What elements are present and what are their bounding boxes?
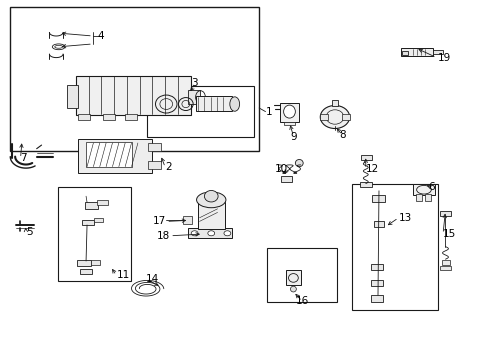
Bar — [82, 220, 94, 225]
Bar — [78, 114, 90, 120]
Text: 6: 6 — [427, 182, 434, 192]
Ellipse shape — [229, 97, 239, 111]
Bar — [400, 48, 432, 56]
Text: 9: 9 — [289, 132, 296, 142]
Ellipse shape — [207, 231, 214, 236]
Bar — [412, 184, 434, 195]
Bar — [279, 103, 299, 122]
Ellipse shape — [295, 159, 303, 167]
Bar — [370, 280, 382, 286]
Bar — [370, 295, 382, 302]
Text: 16: 16 — [295, 296, 308, 306]
Bar — [188, 228, 232, 238]
Bar — [94, 218, 103, 222]
Bar — [84, 202, 98, 209]
Text: 2: 2 — [165, 162, 172, 172]
Ellipse shape — [283, 105, 295, 118]
Bar — [77, 260, 91, 266]
Bar — [188, 90, 200, 104]
Bar — [373, 221, 383, 227]
Text: 12: 12 — [365, 164, 378, 174]
Bar — [147, 161, 161, 169]
Ellipse shape — [320, 105, 349, 129]
Bar — [67, 85, 78, 108]
Bar — [415, 194, 421, 201]
Bar — [425, 194, 430, 201]
Bar — [198, 202, 224, 229]
Bar — [370, 264, 382, 270]
Bar — [124, 114, 137, 120]
Bar — [285, 270, 300, 285]
Text: 10: 10 — [274, 164, 287, 174]
Bar — [85, 142, 132, 167]
Text: 14: 14 — [145, 274, 159, 284]
Text: 17: 17 — [153, 216, 166, 226]
Bar — [281, 176, 291, 182]
Bar — [283, 122, 295, 125]
Bar — [146, 86, 254, 137]
Bar — [195, 96, 232, 111]
Bar — [76, 76, 190, 115]
Bar — [183, 216, 192, 224]
Bar — [342, 114, 349, 120]
Text: 4: 4 — [98, 31, 104, 41]
Bar — [78, 139, 151, 173]
Bar — [439, 211, 450, 216]
Text: 13: 13 — [398, 213, 411, 223]
Text: 15: 15 — [442, 229, 455, 239]
Text: 1: 1 — [265, 107, 272, 117]
Bar — [102, 114, 115, 120]
Bar — [439, 266, 450, 270]
Bar — [91, 260, 100, 265]
Text: 19: 19 — [437, 53, 450, 63]
Ellipse shape — [204, 190, 218, 202]
Bar — [402, 51, 407, 55]
Bar — [351, 184, 437, 310]
Ellipse shape — [196, 192, 225, 208]
Bar — [266, 248, 337, 302]
Bar — [359, 182, 371, 187]
Ellipse shape — [290, 286, 296, 292]
Text: 3: 3 — [191, 78, 198, 88]
Bar — [441, 260, 449, 265]
Bar — [360, 155, 371, 160]
Bar — [331, 100, 337, 106]
Text: 8: 8 — [338, 130, 345, 140]
Text: 18: 18 — [157, 231, 170, 241]
Bar — [10, 7, 259, 151]
Text: 5: 5 — [26, 227, 33, 237]
Bar — [147, 143, 161, 151]
Ellipse shape — [191, 231, 198, 236]
Bar — [371, 195, 385, 202]
Bar — [320, 114, 327, 120]
Bar — [97, 200, 107, 205]
Bar — [58, 187, 131, 281]
Text: 7: 7 — [20, 153, 27, 163]
Text: 11: 11 — [116, 270, 129, 280]
Ellipse shape — [224, 231, 230, 236]
Bar — [432, 50, 442, 54]
Bar — [80, 269, 92, 274]
